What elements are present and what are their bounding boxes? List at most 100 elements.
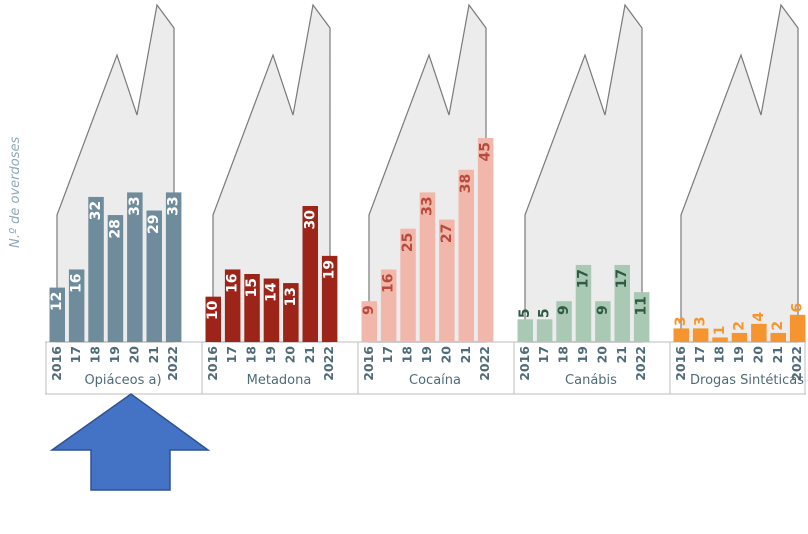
data-label: 17 bbox=[575, 269, 591, 288]
bar bbox=[321, 255, 338, 342]
year-tick-label: 21 bbox=[146, 346, 161, 363]
series-can-bis: 5 2016 5 17 9 18 17 19 9 20 17 21 11 2022 Canábis bbox=[517, 264, 650, 388]
data-label: 38 bbox=[458, 174, 474, 193]
bar bbox=[107, 215, 124, 342]
year-tick-label: 2022 bbox=[477, 346, 492, 381]
year-tick-label: 2016 bbox=[673, 346, 688, 381]
bar bbox=[283, 283, 299, 342]
year-tick-label: 20 bbox=[282, 346, 297, 364]
bar bbox=[165, 192, 182, 342]
year-tick-label: 2016 bbox=[205, 346, 220, 381]
bar bbox=[477, 138, 494, 342]
y-axis-label: N.º de overdoses bbox=[8, 136, 23, 248]
data-label: 13 bbox=[283, 287, 299, 306]
data-label: 5 bbox=[517, 308, 533, 318]
year-tick-label: 21 bbox=[458, 346, 473, 363]
data-label: 1 bbox=[712, 325, 728, 335]
year-tick-label: 20 bbox=[594, 346, 609, 364]
bar bbox=[712, 337, 728, 342]
bar bbox=[633, 292, 650, 342]
bar bbox=[361, 301, 377, 342]
bar bbox=[205, 296, 221, 342]
year-tick-label: 18 bbox=[244, 346, 259, 363]
data-label: 32 bbox=[88, 201, 104, 220]
data-label: 9 bbox=[361, 305, 377, 315]
year-tick-label: 17 bbox=[380, 346, 395, 363]
data-label: 25 bbox=[400, 233, 416, 252]
year-tick-label: 2022 bbox=[321, 346, 336, 381]
series-coca-na: 9 2016 16 17 25 18 33 19 27 20 38 21 45 2022 Cocaína bbox=[361, 138, 494, 388]
bar bbox=[244, 274, 260, 342]
series-metadona: 10 2016 16 17 15 18 14 19 13 20 30 21 19 2022 Metadona bbox=[205, 206, 338, 388]
year-tick-label: 20 bbox=[126, 346, 141, 364]
year-tick-label: 17 bbox=[536, 346, 551, 363]
bar bbox=[789, 314, 806, 342]
year-tick-label: 19 bbox=[575, 346, 590, 363]
data-label: 10 bbox=[205, 300, 221, 320]
bar bbox=[439, 219, 455, 342]
year-tick-label: 20 bbox=[750, 346, 765, 364]
group-label: Drogas Sintéticas bbox=[690, 373, 804, 388]
data-label: 3 bbox=[673, 316, 689, 326]
year-tick-label: 20 bbox=[438, 346, 453, 364]
data-label: 2 bbox=[770, 321, 786, 331]
year-tick-label: 18 bbox=[400, 346, 415, 363]
bar bbox=[380, 269, 397, 342]
bar bbox=[263, 278, 280, 342]
year-tick-label: 21 bbox=[614, 346, 629, 363]
year-tick-label: 19 bbox=[263, 346, 278, 363]
data-label: 15 bbox=[244, 278, 260, 297]
data-label: 45 bbox=[478, 142, 494, 161]
year-tick-label: 2016 bbox=[49, 346, 64, 381]
group-label: Metadona bbox=[247, 373, 312, 388]
year-tick-label: 21 bbox=[770, 346, 785, 363]
year-tick-label: 18 bbox=[88, 346, 103, 363]
year-tick-label: 19 bbox=[731, 346, 746, 363]
background-silhouette-4 bbox=[680, 3, 799, 343]
bar bbox=[614, 264, 630, 342]
data-label: 5 bbox=[537, 308, 553, 318]
up-arrow-icon bbox=[49, 393, 211, 491]
bar bbox=[88, 196, 104, 342]
data-label: 2 bbox=[731, 321, 747, 331]
data-label: 33 bbox=[419, 196, 435, 215]
group-label: Canábis bbox=[565, 373, 617, 388]
data-label: 9 bbox=[556, 305, 572, 315]
bar bbox=[673, 328, 689, 342]
background-silhouette-3 bbox=[524, 3, 643, 343]
data-label: 16 bbox=[381, 273, 397, 292]
group-label: Opiáceos a) bbox=[84, 373, 161, 388]
data-label: 14 bbox=[263, 282, 279, 302]
bar bbox=[770, 332, 786, 342]
data-label: 4 bbox=[751, 312, 767, 322]
series-opi-ceos-a-: 12 2016 16 17 32 18 28 19 33 20 29 21 33 2022 Opiáceos… bbox=[49, 192, 182, 388]
data-label: 9 bbox=[595, 305, 611, 315]
bar bbox=[692, 328, 709, 342]
year-tick-label: 19 bbox=[107, 346, 122, 363]
year-tick-label: 2022 bbox=[165, 346, 180, 381]
data-label: 27 bbox=[439, 224, 455, 243]
bar bbox=[731, 332, 748, 342]
bar bbox=[556, 301, 572, 342]
bar bbox=[419, 192, 436, 342]
data-label: 16 bbox=[225, 273, 241, 292]
bar bbox=[49, 287, 65, 342]
bar bbox=[302, 206, 318, 342]
data-label: 17 bbox=[614, 269, 630, 288]
bar bbox=[458, 169, 474, 342]
data-label: 11 bbox=[634, 296, 650, 315]
year-tick-label: 18 bbox=[712, 346, 727, 363]
year-tick-label: 2016 bbox=[517, 346, 532, 381]
data-label: 29 bbox=[146, 215, 162, 234]
bar bbox=[400, 228, 416, 342]
data-label: 33 bbox=[166, 196, 182, 215]
data-label: 33 bbox=[127, 196, 143, 215]
year-tick-label: 18 bbox=[556, 346, 571, 363]
data-label: 19 bbox=[322, 260, 338, 279]
year-tick-label: 17 bbox=[224, 346, 239, 363]
data-label: 12 bbox=[49, 292, 65, 311]
year-tick-label: 2022 bbox=[633, 346, 648, 381]
data-label: 16 bbox=[69, 273, 85, 292]
